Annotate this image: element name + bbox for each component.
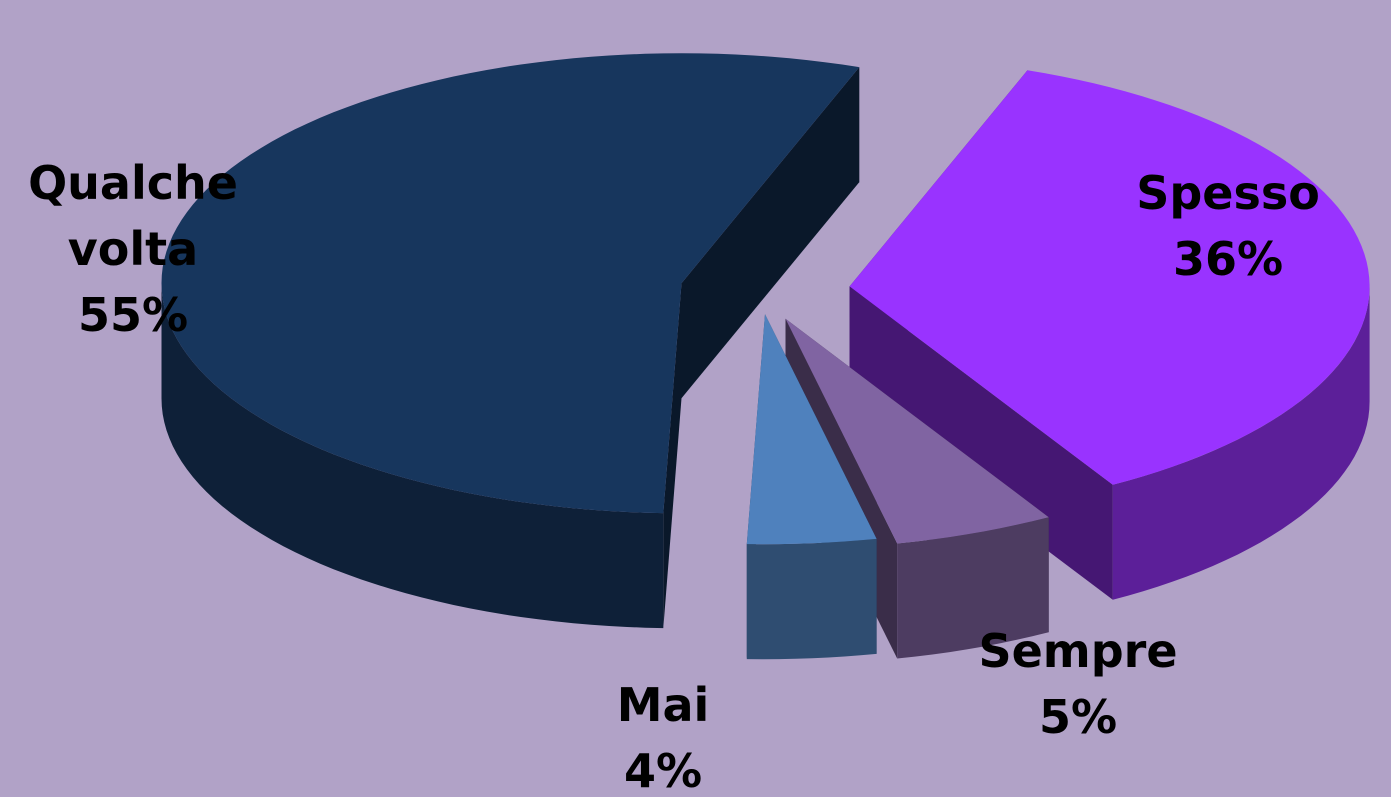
- slice-wall: [897, 517, 1049, 659]
- value-label: 55%: [77, 288, 189, 342]
- slice-top: [746, 314, 877, 545]
- value-label: 36%: [1172, 232, 1284, 286]
- data-label: Qualche volta 55%: [8, 150, 258, 348]
- pie-slice: [746, 314, 877, 660]
- value-label: 5%: [1038, 690, 1118, 744]
- value-label: 4%: [623, 744, 703, 797]
- category-label: Qualche volta: [28, 156, 238, 276]
- slice-side: [681, 67, 860, 399]
- category-label: Mai: [616, 678, 710, 732]
- pie-slice: [161, 53, 860, 629]
- data-label: Spesso 36%: [1098, 160, 1358, 292]
- data-label: Mai 4%: [563, 672, 763, 797]
- pie-slice: [849, 70, 1370, 600]
- slice-wall: [161, 283, 664, 629]
- category-label: Spesso: [1136, 166, 1320, 220]
- data-label: Sempre 5%: [948, 618, 1208, 750]
- slice-top: [785, 318, 1049, 544]
- slice-wall: [1112, 286, 1370, 600]
- slice-top: [849, 70, 1370, 485]
- slice-top: [161, 53, 860, 514]
- category-label: Sempre: [978, 624, 1178, 678]
- slice-wall: [746, 538, 877, 660]
- slice-side: [663, 283, 682, 629]
